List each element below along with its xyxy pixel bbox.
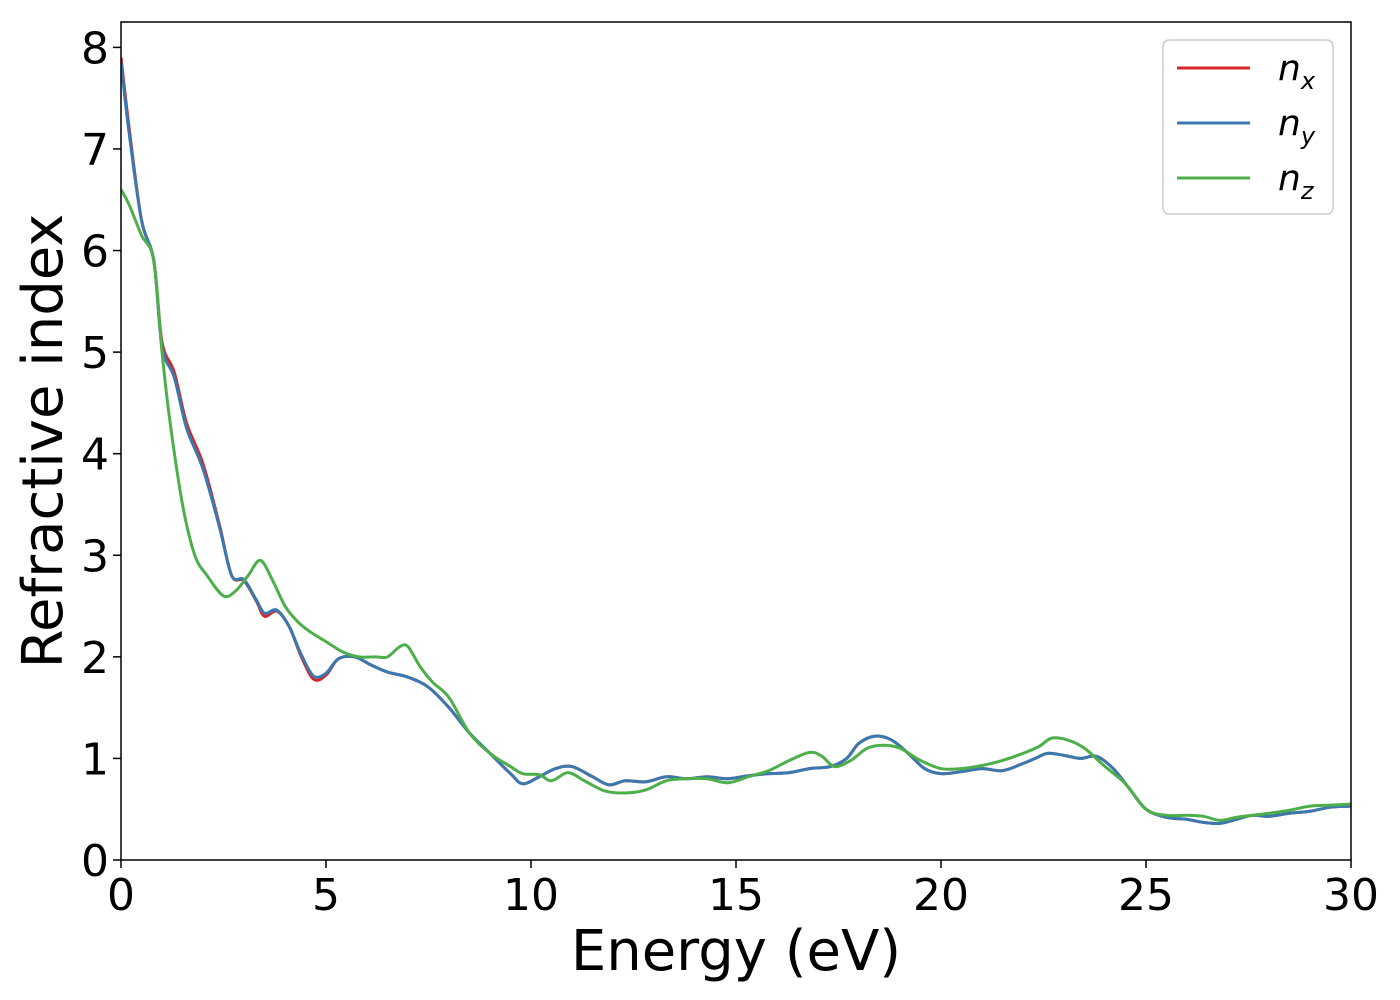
y-tick-label: 5 — [81, 328, 109, 379]
legend-label-nz: nz — [1278, 158, 1315, 205]
x-tick-label: 30 — [1323, 870, 1379, 921]
y-tick-label: 6 — [81, 227, 109, 278]
series-line-nz — [121, 188, 1351, 822]
legend-box — [1162, 39, 1334, 215]
legend-label-ny: ny — [1278, 103, 1316, 150]
y-tick-label: 8 — [81, 23, 109, 74]
y-tick-label: 3 — [81, 531, 109, 582]
y-tick-label: 1 — [81, 734, 109, 785]
x-tick-label: 10 — [503, 870, 559, 921]
x-axis-label: Energy (eV) — [571, 919, 901, 984]
y-tick-label: 2 — [81, 633, 109, 684]
x-tick-label: 20 — [913, 870, 969, 921]
x-tick-label: 25 — [1118, 870, 1174, 921]
y-axis-ticks: 0 1 2 3 4 5 6 7 8 — [81, 23, 121, 887]
x-axis-ticks: 0 5 10 15 20 25 30 — [107, 860, 1379, 921]
plot-lines — [121, 57, 1351, 826]
legend: nx ny nz — [1162, 39, 1334, 215]
legend-label-nx: nx — [1278, 48, 1316, 95]
y-tick-label: 0 — [81, 836, 109, 887]
y-tick-label: 4 — [81, 430, 109, 481]
x-tick-label: 5 — [312, 870, 340, 921]
x-tick-label: 0 — [107, 870, 135, 921]
y-axis-label: Refractive index — [11, 214, 76, 669]
x-tick-label: 15 — [708, 870, 764, 921]
y-tick-label: 7 — [81, 125, 109, 176]
